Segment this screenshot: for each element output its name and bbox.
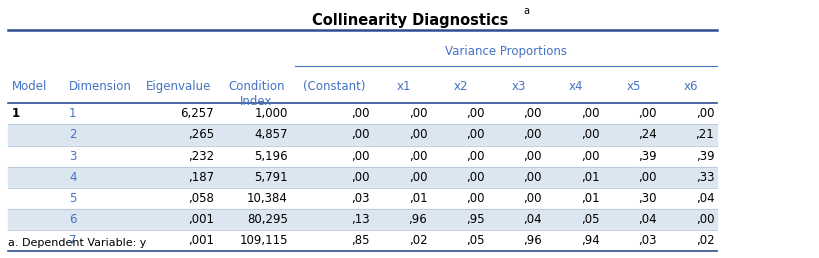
Text: ,00: ,00 bbox=[465, 150, 484, 163]
Text: x4: x4 bbox=[568, 80, 582, 93]
Text: ,232: ,232 bbox=[188, 150, 214, 163]
Bar bbox=[8, 209, 717, 230]
Text: 6,257: 6,257 bbox=[180, 107, 214, 120]
Text: ,05: ,05 bbox=[465, 234, 484, 247]
Text: ,00: ,00 bbox=[695, 213, 713, 226]
Text: ,00: ,00 bbox=[465, 192, 484, 205]
Text: ,00: ,00 bbox=[408, 128, 427, 141]
Text: ,187: ,187 bbox=[188, 171, 214, 184]
Text: 3: 3 bbox=[69, 150, 76, 163]
Text: ,00: ,00 bbox=[580, 128, 599, 141]
Text: 4: 4 bbox=[69, 171, 76, 184]
Text: ,00: ,00 bbox=[695, 107, 713, 120]
Text: ,13: ,13 bbox=[351, 213, 369, 226]
Text: ,01: ,01 bbox=[580, 192, 599, 205]
Text: ,00: ,00 bbox=[408, 150, 427, 163]
Text: 7: 7 bbox=[69, 234, 76, 247]
Text: ,02: ,02 bbox=[408, 234, 427, 247]
Text: ,95: ,95 bbox=[465, 213, 484, 226]
Bar bbox=[8, 188, 717, 209]
Bar bbox=[8, 167, 717, 188]
Text: x5: x5 bbox=[626, 80, 640, 93]
Text: ,03: ,03 bbox=[637, 234, 656, 247]
Text: ,00: ,00 bbox=[580, 150, 599, 163]
Text: x1: x1 bbox=[396, 80, 410, 93]
Text: ,96: ,96 bbox=[408, 213, 427, 226]
Text: 4,857: 4,857 bbox=[254, 128, 287, 141]
Text: 6: 6 bbox=[69, 213, 76, 226]
Text: ,02: ,02 bbox=[695, 234, 713, 247]
Text: Condition
Index: Condition Index bbox=[228, 80, 284, 108]
Text: ,00: ,00 bbox=[351, 150, 369, 163]
Text: Dimension: Dimension bbox=[69, 80, 132, 93]
Text: ,01: ,01 bbox=[408, 192, 427, 205]
Text: ,30: ,30 bbox=[637, 192, 656, 205]
Text: ,00: ,00 bbox=[465, 171, 484, 184]
Text: a. Dependent Variable: y: a. Dependent Variable: y bbox=[8, 238, 147, 248]
Text: ,00: ,00 bbox=[523, 107, 541, 120]
Text: ,00: ,00 bbox=[465, 128, 484, 141]
Text: ,058: ,058 bbox=[188, 192, 214, 205]
Text: ,39: ,39 bbox=[637, 150, 656, 163]
Text: 5,791: 5,791 bbox=[254, 171, 287, 184]
Text: ,94: ,94 bbox=[580, 234, 599, 247]
Text: ,00: ,00 bbox=[523, 150, 541, 163]
Text: ,00: ,00 bbox=[465, 107, 484, 120]
Text: x3: x3 bbox=[511, 80, 525, 93]
Text: ,04: ,04 bbox=[695, 192, 713, 205]
Text: ,001: ,001 bbox=[188, 234, 214, 247]
Text: ,00: ,00 bbox=[408, 107, 427, 120]
Text: Eigenvalue: Eigenvalue bbox=[146, 80, 210, 93]
Text: ,00: ,00 bbox=[523, 192, 541, 205]
Text: Collinearity Diagnostics: Collinearity Diagnostics bbox=[311, 13, 508, 28]
Bar bbox=[8, 124, 717, 146]
Text: 109,115: 109,115 bbox=[239, 234, 287, 247]
Text: ,04: ,04 bbox=[637, 213, 656, 226]
Bar bbox=[8, 103, 717, 124]
Text: ,33: ,33 bbox=[695, 171, 713, 184]
Text: ,00: ,00 bbox=[523, 128, 541, 141]
Bar bbox=[8, 146, 717, 167]
Text: ,00: ,00 bbox=[351, 128, 369, 141]
Text: ,96: ,96 bbox=[523, 234, 541, 247]
Text: ,001: ,001 bbox=[188, 213, 214, 226]
Text: 1,000: 1,000 bbox=[254, 107, 287, 120]
Text: 80,295: 80,295 bbox=[247, 213, 287, 226]
Bar bbox=[8, 230, 717, 251]
Text: ,00: ,00 bbox=[637, 107, 656, 120]
Text: x6: x6 bbox=[683, 80, 697, 93]
Text: ,24: ,24 bbox=[637, 128, 656, 141]
Text: ,00: ,00 bbox=[351, 171, 369, 184]
Text: 1: 1 bbox=[69, 107, 76, 120]
Text: ,39: ,39 bbox=[695, 150, 713, 163]
Text: ,03: ,03 bbox=[351, 192, 369, 205]
Text: (Constant): (Constant) bbox=[302, 80, 365, 93]
Text: ,01: ,01 bbox=[580, 171, 599, 184]
Text: ,00: ,00 bbox=[351, 107, 369, 120]
Text: 2: 2 bbox=[69, 128, 76, 141]
Text: ,05: ,05 bbox=[580, 213, 599, 226]
Text: 5,196: 5,196 bbox=[254, 150, 287, 163]
Text: 1: 1 bbox=[11, 107, 20, 120]
Text: ,21: ,21 bbox=[695, 128, 713, 141]
Text: 10,384: 10,384 bbox=[247, 192, 287, 205]
Text: 5: 5 bbox=[69, 192, 76, 205]
Text: a: a bbox=[523, 6, 528, 17]
Text: x2: x2 bbox=[454, 80, 468, 93]
Text: Variance Proportions: Variance Proportions bbox=[445, 45, 567, 58]
Text: ,00: ,00 bbox=[408, 171, 427, 184]
Text: Model: Model bbox=[11, 80, 47, 93]
Text: ,85: ,85 bbox=[351, 234, 369, 247]
Text: ,265: ,265 bbox=[188, 128, 214, 141]
Text: ,04: ,04 bbox=[523, 213, 541, 226]
Text: ,00: ,00 bbox=[523, 171, 541, 184]
Text: ,00: ,00 bbox=[637, 171, 656, 184]
Text: ,00: ,00 bbox=[580, 107, 599, 120]
